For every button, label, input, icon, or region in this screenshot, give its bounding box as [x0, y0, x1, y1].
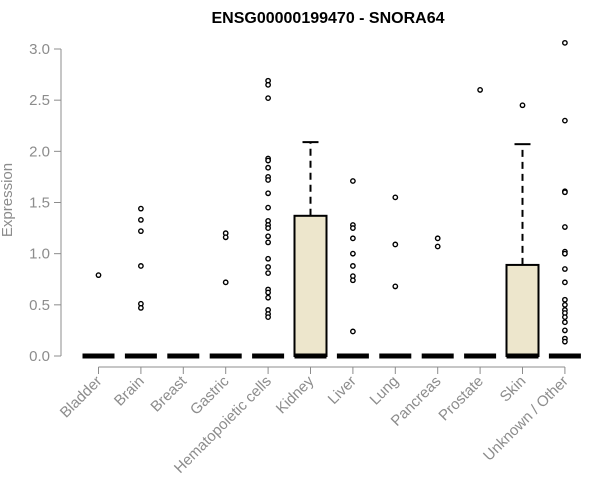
outlier-point: [562, 189, 568, 196]
x-tick-label: Liver: [325, 373, 360, 408]
y-axis-label: Expression: [0, 163, 16, 237]
outlier-point: [562, 224, 568, 230]
outlier-point: [519, 102, 526, 109]
y-tick-label: 3.0: [29, 41, 50, 58]
outlier-point: [477, 87, 483, 93]
outlier-point: [562, 327, 568, 334]
outlier-point: [562, 296, 568, 303]
outlier-point: [434, 243, 441, 250]
y-axis: 0.0 0.5 1.0 1.5 2.0 2.5 3.0: [29, 41, 62, 365]
outlier-point: [349, 225, 356, 231]
outlier-point: [137, 205, 144, 212]
x-tick-label: Prostate: [435, 373, 487, 425]
x-tick-label: Kidney: [273, 372, 318, 417]
outlier-point: [562, 319, 568, 326]
y-tick-label: 2.5: [29, 92, 50, 109]
outlier-point: [265, 233, 271, 240]
outlier-point: [562, 117, 568, 124]
outlier-point: [265, 255, 271, 262]
outlier-point: [562, 314, 568, 321]
outlier-point: [137, 305, 144, 311]
box-pancreas: [421, 235, 454, 359]
outlier-point: [562, 279, 568, 286]
chart-title: ENSG00000199470 - SNORA64: [211, 10, 444, 27]
box-brain: [124, 205, 157, 359]
outlier-point: [562, 250, 568, 257]
box-liver: [336, 178, 369, 359]
y-tick-label: 0.0: [29, 348, 50, 365]
outlier-point: [562, 266, 568, 272]
outlier-point: [265, 157, 271, 164]
outlier-point: [265, 225, 271, 231]
outlier-point: [265, 190, 271, 197]
y-tick-label: 2.0: [29, 143, 50, 160]
outlier-point: [265, 177, 271, 183]
x-tick-label: Breast: [147, 372, 190, 415]
outlier-point: [349, 250, 356, 257]
outlier-point: [222, 234, 229, 241]
box-prostate: [464, 87, 497, 359]
outlier-point: [265, 289, 271, 296]
outlier-point: [562, 301, 568, 308]
box-kidney: [293, 141, 328, 359]
box-hematopoietic-cells: [252, 77, 285, 359]
outlier-point: [137, 263, 144, 269]
x-tick-label: Brain: [111, 373, 148, 410]
box-rect: [505, 263, 540, 358]
outlier-point: [137, 216, 144, 223]
outlier-point: [265, 81, 271, 88]
outlier-point: [349, 178, 356, 184]
outlier-point: [137, 228, 144, 235]
box-rect: [293, 214, 328, 357]
outlier-point: [392, 194, 399, 201]
box-bladder: [82, 272, 115, 359]
outlier-point: [95, 272, 102, 279]
outlier-point: [392, 283, 399, 290]
outlier-point: [265, 204, 271, 211]
box-skin: [505, 102, 540, 359]
outlier-point: [265, 314, 271, 321]
outlier-point: [265, 270, 271, 277]
box-group: [82, 39, 581, 359]
y-tick-label: 0.5: [29, 297, 50, 314]
outlier-point: [222, 279, 229, 286]
x-tick-label: Bladder: [57, 373, 106, 422]
outlier-point: [349, 235, 356, 242]
outlier-point: [265, 294, 271, 301]
x-tick-label: Skin: [497, 373, 530, 406]
outlier-point: [349, 328, 356, 335]
box-unknown-other: [548, 39, 581, 359]
outlier-point: [265, 95, 271, 102]
outlier-point: [265, 164, 271, 171]
outlier-point: [349, 263, 356, 269]
outlier-point: [392, 241, 399, 248]
y-tick-label: 1.5: [29, 195, 50, 212]
box-gastric: [209, 230, 242, 359]
outlier-point: [349, 277, 356, 284]
box-lung: [379, 194, 412, 359]
outlier-point: [562, 39, 568, 46]
y-tick-label: 1.0: [29, 246, 50, 263]
outlier-point: [265, 239, 271, 246]
outlier-point: [434, 235, 441, 242]
outlier-point: [265, 264, 271, 270]
x-tick-label: Lung: [367, 373, 403, 409]
outlier-point: [562, 338, 568, 345]
